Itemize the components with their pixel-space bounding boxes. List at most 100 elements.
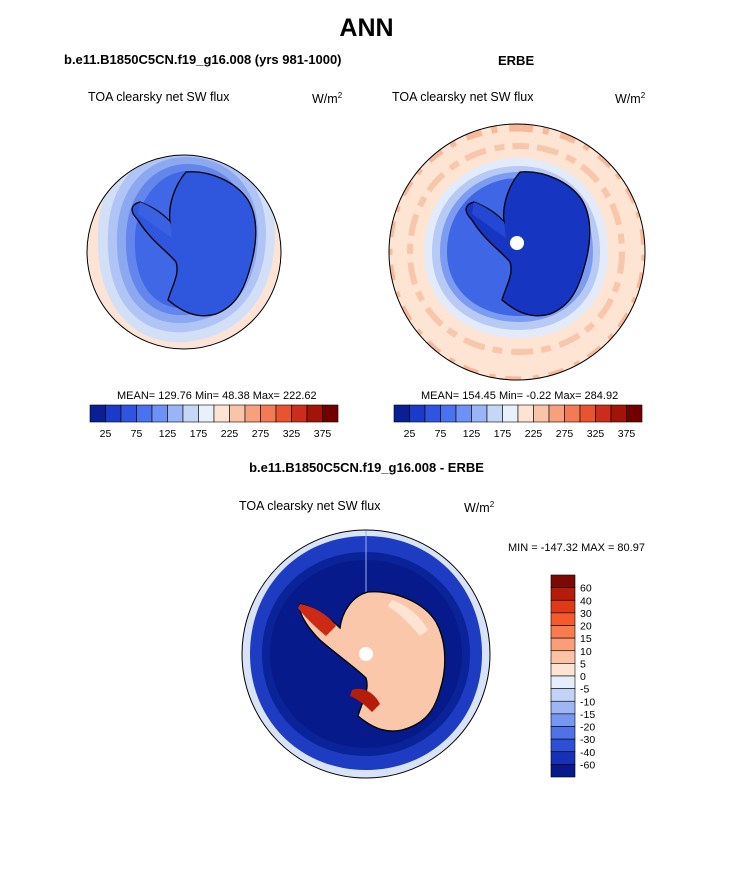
obs-units-label: W/m2 bbox=[615, 91, 646, 107]
model-colorbar-swatch bbox=[105, 404, 122, 423]
model-colorbar-swatch bbox=[136, 404, 153, 423]
diff-colorbar-tick-label: -60 bbox=[580, 759, 595, 771]
model-case-title: b.e11.B1850C5CN.f19_g16.008 (yrs 981-100… bbox=[64, 52, 342, 67]
obs-colorbar-tick-label: 325 bbox=[587, 428, 605, 440]
obs-colorbar-swatch bbox=[455, 404, 472, 423]
model-colorbar-swatch bbox=[244, 404, 261, 423]
obs-colorbar-swatch bbox=[471, 404, 488, 423]
model-colorbar-swatch bbox=[120, 404, 137, 423]
diff-colorbar-swatch bbox=[550, 738, 576, 753]
diff-colorbar-tick-label: 5 bbox=[580, 658, 586, 670]
model-colorbar-tick-label: 375 bbox=[314, 428, 332, 440]
diff-colorbar-swatch bbox=[550, 675, 576, 689]
diff-colorbar-swatch bbox=[550, 637, 576, 652]
obs-colorbar-tick-label: 275 bbox=[556, 428, 574, 440]
diff-colorbar-tick-label: 10 bbox=[580, 646, 592, 658]
diff-colorbar-tick-label: -15 bbox=[580, 709, 595, 721]
diff-stats: MIN = -147.32 MAX = 80.97 bbox=[508, 542, 645, 554]
diff-colorbar-tick-label: -10 bbox=[580, 696, 595, 708]
diff-colorbar-tick-label: 20 bbox=[580, 621, 592, 633]
diff-colorbar-swatch bbox=[550, 713, 576, 727]
diff-colorbar-swatch bbox=[550, 700, 576, 715]
obs-colorbar-swatch bbox=[579, 404, 596, 423]
diff-colorbar-swatch bbox=[550, 764, 576, 778]
obs-colorbar-swatch bbox=[564, 404, 581, 423]
model-colorbar-tick-label: 125 bbox=[159, 428, 177, 440]
diff-colorbar-tick-label: 40 bbox=[580, 595, 592, 607]
model-colorbar-swatch bbox=[89, 404, 106, 423]
diff-map bbox=[241, 529, 491, 779]
obs-colorbar-tick-label: 125 bbox=[463, 428, 481, 440]
model-colorbar-tick-label: 175 bbox=[190, 428, 208, 440]
diff-colorbar-tick-label: 30 bbox=[580, 608, 592, 620]
model-colorbar-tick-label: 275 bbox=[252, 428, 270, 440]
model-colorbar-swatch bbox=[213, 404, 230, 423]
obs-colorbar-swatch bbox=[393, 404, 410, 423]
model-colorbar-tick-label: 225 bbox=[221, 428, 239, 440]
model-colorbar-swatch bbox=[198, 404, 215, 423]
model-colorbar-swatch bbox=[322, 404, 339, 423]
obs-colorbar-swatch bbox=[409, 404, 426, 423]
model-colorbar-swatch bbox=[291, 404, 308, 423]
model-colorbar-swatch bbox=[260, 404, 277, 423]
obs-colorbar-swatch bbox=[517, 404, 534, 423]
diff-colorbar-tick-label: 15 bbox=[580, 633, 592, 645]
model-colorbar-swatch bbox=[182, 404, 199, 423]
model-colorbar-swatch bbox=[275, 404, 292, 423]
diff-units-label: W/m2 bbox=[464, 500, 495, 516]
obs-colorbar-tick-label: 375 bbox=[618, 428, 636, 440]
model-colorbar-swatch bbox=[167, 404, 184, 423]
obs-colorbar-tick-label: 175 bbox=[494, 428, 512, 440]
obs-colorbar-swatch bbox=[486, 404, 503, 423]
obs-colorbar-swatch bbox=[502, 404, 519, 423]
diff-colorbar-tick-label: -5 bbox=[580, 684, 589, 696]
model-colorbar-swatch bbox=[229, 404, 246, 423]
obs-colorbar-swatch bbox=[548, 404, 565, 423]
obs-colorbar-swatch bbox=[595, 404, 612, 423]
obs-variable-label: TOA clearsky net SW flux bbox=[392, 90, 534, 104]
obs-colorbar-tick-label: 75 bbox=[435, 428, 447, 440]
obs-map bbox=[388, 123, 646, 381]
obs-stats: MEAN= 154.45 Min= -0.22 Max= 284.92 bbox=[421, 390, 619, 402]
diff-colorbar-swatch bbox=[550, 751, 576, 765]
model-colorbar-tick-label: 25 bbox=[100, 428, 112, 440]
diff-colorbar-tick-label: 60 bbox=[580, 583, 592, 595]
model-colorbar-swatch bbox=[306, 404, 323, 423]
diff-colorbar-tick-label: -20 bbox=[580, 722, 595, 734]
diff-colorbar-swatch bbox=[550, 599, 576, 614]
diff-colorbar-swatch bbox=[550, 726, 576, 740]
diff-colorbar-swatch bbox=[550, 625, 576, 639]
obs-colorbar-tick-label: 25 bbox=[404, 428, 416, 440]
model-units-label: W/m2 bbox=[312, 91, 343, 107]
diff-colorbar-tick-label: 0 bbox=[580, 671, 586, 683]
obs-colorbar-swatch bbox=[626, 404, 643, 423]
model-map bbox=[86, 154, 282, 350]
model-antarctica-outline bbox=[131, 171, 257, 317]
figure-title: ANN bbox=[339, 14, 394, 42]
obs-colorbar-swatch bbox=[533, 404, 550, 423]
diff-colorbar-tick-label: -40 bbox=[580, 747, 595, 759]
diff-variable-label: TOA clearsky net SW flux bbox=[239, 499, 381, 513]
model-colorbar-tick-label: 325 bbox=[283, 428, 301, 440]
diff-colorbar-swatch bbox=[550, 650, 576, 664]
obs-colorbar: 25 75 125 175 225 275 325 375 bbox=[393, 404, 643, 440]
model-variable-label: TOA clearsky net SW flux bbox=[88, 90, 230, 104]
diff-colorbar-tick-label: -30 bbox=[580, 734, 595, 746]
model-colorbar-tick-label: 75 bbox=[131, 428, 143, 440]
obs-colorbar-swatch bbox=[424, 404, 441, 423]
obs-colorbar-swatch bbox=[440, 404, 457, 423]
model-colorbar-swatch bbox=[151, 404, 168, 423]
diff-colorbar-swatch bbox=[550, 574, 576, 588]
diff-colorbar-swatch bbox=[550, 663, 576, 677]
diff-colorbar-swatch bbox=[550, 688, 576, 702]
obs-antarctica-outline bbox=[465, 171, 591, 317]
obs-colorbar-swatch bbox=[610, 404, 627, 423]
obs-case-title: ERBE bbox=[498, 53, 535, 68]
diff-colorbar-swatch bbox=[550, 612, 576, 626]
model-stats: MEAN= 129.76 Min= 48.38 Max= 222.62 bbox=[117, 390, 317, 402]
model-colorbar: 25 75 125 175 225 275 325 375 bbox=[89, 404, 339, 440]
diff-colorbar-swatch bbox=[550, 587, 576, 601]
diff-case-title: b.e11.B1850C5CN.f19_g16.008 - ERBE bbox=[249, 460, 484, 475]
